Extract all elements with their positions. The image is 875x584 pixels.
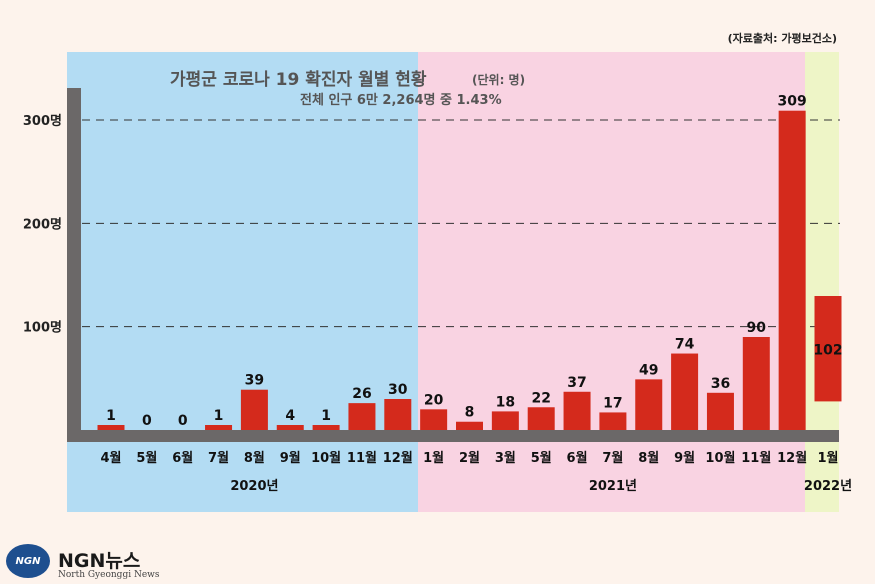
year-label: 2020년	[230, 479, 278, 494]
bar	[97, 425, 125, 430]
x-tick-label: 8월	[638, 450, 659, 466]
bar	[635, 379, 663, 430]
data-label: 1	[321, 408, 331, 424]
year-label: 2022년	[804, 479, 852, 494]
x-tick-label: 1월	[423, 450, 444, 466]
logo-name: NGN뉴스	[58, 550, 141, 572]
unit-note: (단위: 명)	[472, 72, 525, 87]
chart-title: 가평군 코로나 19 확진자 월별 현황	[170, 70, 427, 90]
bar	[671, 353, 699, 430]
y-axis-bar	[67, 88, 81, 442]
ngn-logo: NGN NGN뉴스 North Gyeonggi News	[6, 544, 206, 584]
x-tick-label: 9월	[280, 450, 301, 466]
bar	[778, 110, 806, 430]
bar	[205, 425, 233, 430]
bar	[491, 411, 519, 430]
x-tick-label: 8월	[244, 450, 265, 466]
data-label: 8	[465, 405, 475, 421]
data-label: 37	[567, 375, 586, 391]
baseline-axis	[67, 430, 839, 442]
data-label: 39	[245, 373, 264, 389]
data-label: 26	[352, 386, 371, 402]
ngn-badge-icon: NGN	[6, 544, 50, 578]
x-tick-label: 9월	[674, 450, 695, 466]
bar	[456, 421, 483, 430]
data-label: 1	[214, 408, 224, 424]
source-note: (자료출처: 가평보건소)	[727, 32, 837, 45]
bar	[240, 389, 268, 430]
x-tick-label: 10월	[311, 450, 341, 466]
bar	[706, 392, 734, 430]
data-label: 36	[711, 376, 730, 392]
x-tick-label: 5월	[531, 450, 552, 466]
data-label: 0	[142, 413, 152, 429]
x-tick-label: 10월	[705, 450, 735, 466]
bar	[742, 337, 770, 430]
bar	[348, 403, 376, 430]
bar	[527, 407, 555, 430]
x-tick-label: 7월	[602, 450, 623, 466]
y-tick-label: 200명	[23, 216, 62, 232]
year-panel	[805, 52, 839, 512]
year-panel	[418, 52, 805, 512]
x-tick-label: 7월	[208, 450, 229, 466]
x-tick-label: 3월	[495, 450, 516, 466]
x-tick-label: 12월	[777, 450, 807, 466]
x-tick-label: 1월	[817, 450, 838, 466]
data-label: 0	[178, 413, 188, 429]
data-label: 22	[531, 390, 550, 406]
x-tick-label: 2월	[459, 450, 480, 466]
data-label: 90	[747, 320, 767, 336]
bar	[276, 425, 304, 430]
data-label: 30	[388, 382, 408, 398]
bar	[384, 399, 412, 430]
data-label: 309	[778, 94, 807, 110]
data-label: 1	[106, 408, 116, 424]
x-tick-label: 11월	[741, 450, 771, 466]
data-label: 18	[496, 394, 515, 410]
bar	[312, 425, 340, 430]
x-tick-label: 6월	[172, 450, 193, 466]
x-tick-label: 6월	[567, 450, 588, 466]
y-tick-label: 100명	[23, 320, 62, 336]
bar	[563, 391, 591, 430]
y-tick-label: 300명	[23, 113, 62, 129]
bar	[814, 296, 842, 402]
bar	[420, 409, 448, 430]
year-label: 2021년	[589, 479, 637, 494]
chart-subtitle: 전체 인구 6만 2,264명 중 1.43%	[300, 92, 502, 108]
data-label: 49	[639, 362, 658, 378]
x-tick-label: 4월	[100, 450, 121, 466]
bar	[599, 412, 627, 430]
x-tick-label: 5월	[136, 450, 157, 466]
data-label: 4	[285, 408, 295, 424]
x-tick-label: 11월	[347, 450, 377, 466]
year-panel	[67, 52, 418, 512]
data-label: 17	[603, 395, 622, 411]
data-label: 74	[675, 337, 695, 353]
x-tick-label: 12월	[383, 450, 413, 466]
data-label: 102	[813, 343, 842, 359]
logo-subtitle: North Gyeonggi News	[58, 570, 160, 580]
data-label: 20	[424, 392, 444, 408]
